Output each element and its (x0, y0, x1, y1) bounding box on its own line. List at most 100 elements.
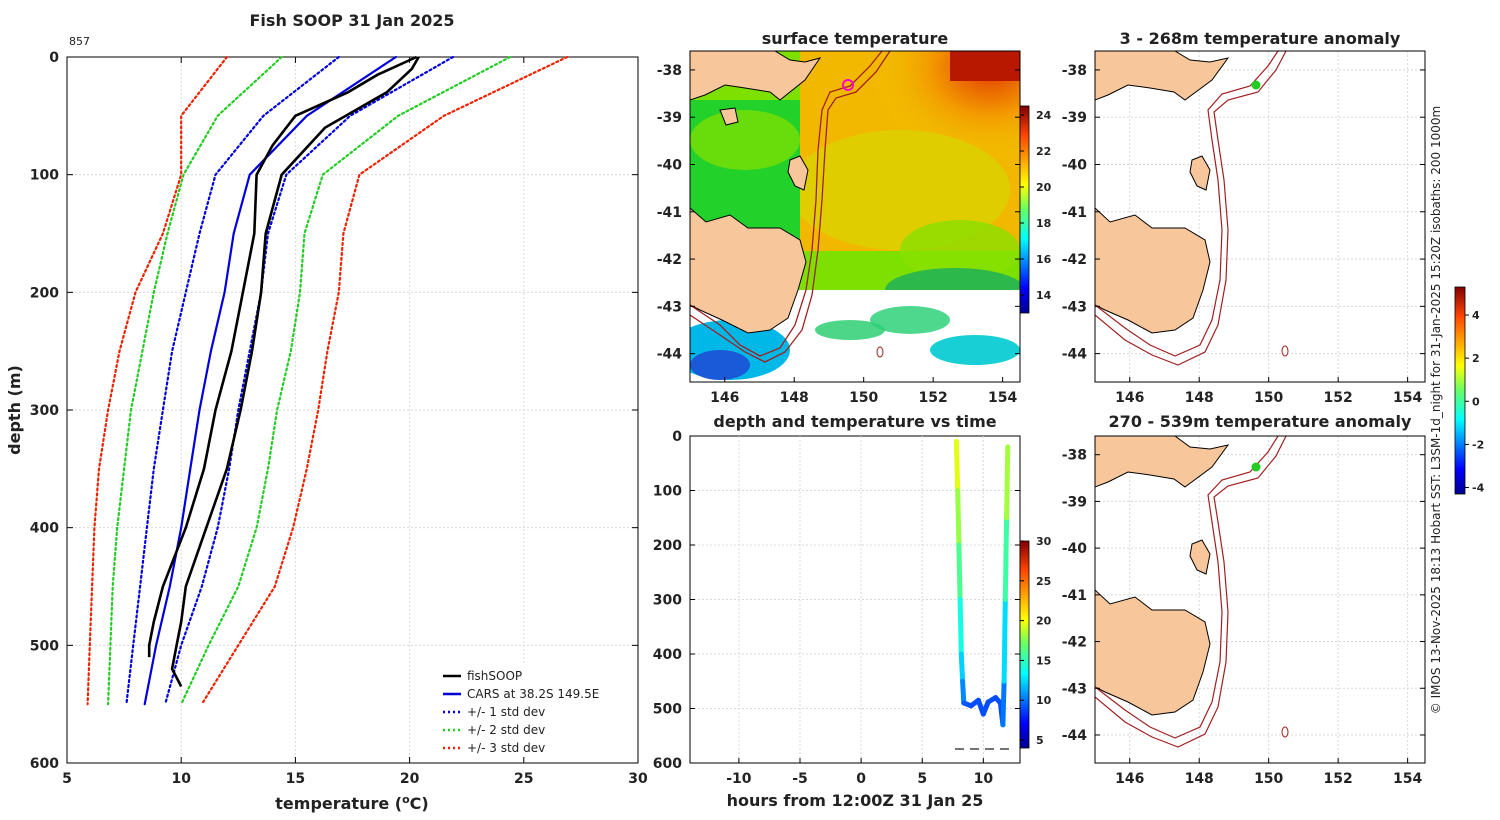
time-x-tick: -5 (792, 771, 808, 787)
time-trace (953, 438, 1011, 728)
time-y-tick: 100 (653, 484, 682, 500)
trace-segment (1001, 597, 1008, 684)
std-bound-upper (164, 55, 455, 706)
anomaly-colorbar-tick: 0 (1472, 395, 1480, 408)
p4-x-tick: 154 (1393, 390, 1422, 406)
trace-segment (955, 488, 962, 548)
p2-x-tick: 152 (919, 390, 948, 406)
anomaly-upper-title: 3 - 268m temperature anomaly (1120, 29, 1401, 48)
anomaly-colorbar-tick: 4 (1472, 309, 1480, 322)
anomaly-upper-land (1095, 51, 1289, 366)
profile-y-label: depth (m) (5, 365, 24, 455)
depth-time-chart: -10 -5 0 5 10 0 100 200 300 400 500 600 depth and … (653, 412, 1052, 810)
time-x-ticks: -10 -5 0 5 10 (726, 758, 993, 787)
anomaly-colorbar (1454, 286, 1466, 495)
legend-label: +/- 2 std dev (467, 723, 545, 737)
time-x-label: hours from 12:00Z 31 Jan 25 (727, 791, 984, 810)
time-y-ticks: 0 100 200 300 400 500 600 (653, 429, 1020, 772)
trace-segment (953, 438, 961, 493)
std-bound-lower (106, 55, 283, 706)
time-y-tick: 400 (653, 647, 682, 663)
anomaly-colorbar-tick: 2 (1472, 352, 1480, 365)
profile-x-tick: 25 (514, 771, 533, 787)
time-title: depth and temperature vs time (713, 412, 996, 431)
sst-image (690, 51, 1020, 382)
profile-y-tick: 200 (30, 285, 59, 301)
profile-chart: 5 10 15 20 25 30 0 100 200 300 400 500 600 Fish SOO… (5, 11, 648, 813)
anomaly-lower-marker (1251, 462, 1261, 472)
p4-x-tick: 150 (1254, 390, 1283, 406)
sst-colorbar-tick: 18 (1036, 217, 1051, 230)
anomaly-lower-y-ticks: -38 -39 -40 -41 -42 -43 -44 (1062, 448, 1425, 744)
cars-line (143, 55, 397, 706)
sst-colorbar-tick: 16 (1036, 253, 1052, 266)
p5-x-tick: 152 (1324, 771, 1353, 787)
time-colorbar-tick: 10 (1036, 694, 1052, 707)
profile-grid (67, 57, 638, 763)
time-colorbar-tick: 15 (1036, 654, 1051, 667)
sst-colorbar-tick: 24 (1036, 109, 1052, 122)
time-x-tick: 0 (856, 771, 866, 787)
anomaly-lower-land (1095, 436, 1289, 748)
anomaly-upper-marker (1251, 80, 1261, 90)
time-colorbar-ticks: 5 10 15 20 25 30 (1020, 535, 1052, 747)
p2-x-tick: 146 (710, 390, 739, 406)
profile-y-ticks: 0 100 200 300 400 500 600 (30, 50, 638, 772)
fishsoop-upcast (170, 56, 420, 688)
fishsoop-downcast (147, 55, 418, 658)
p4-y-tick: -42 (1062, 252, 1087, 268)
profile-y-tick: 600 (30, 756, 59, 772)
p5-x-tick: 154 (1393, 771, 1422, 787)
p5-y-tick: -43 (1062, 681, 1087, 697)
p5-y-tick: -40 (1062, 541, 1088, 557)
legend-label: fishSOOP (467, 669, 522, 683)
sst-colorbar-ticks: 14 16 18 20 22 24 (1020, 109, 1052, 302)
time-y-tick: 200 (653, 538, 682, 554)
legend-label: +/- 3 std dev (467, 741, 545, 755)
std-bound-lower (86, 55, 228, 706)
trace-segment (1004, 444, 1011, 521)
p5-y-tick: -41 (1062, 588, 1087, 604)
p2-y-tick: -38 (657, 63, 682, 79)
std-bound-upper (200, 55, 569, 706)
p4-y-tick: -41 (1062, 205, 1087, 221)
profile-x-tick: 20 (400, 771, 420, 787)
anomaly-colorbar-ticks: 4 2 0 -2 -4 (1465, 309, 1485, 495)
legend-label: +/- 1 std dev (467, 705, 545, 719)
time-colorbar-tick: 25 (1036, 575, 1051, 588)
p4-x-tick: 148 (1185, 390, 1214, 406)
sst-colorbar (1019, 105, 1030, 314)
profile-y-tick: 400 (30, 521, 59, 537)
std-bound-lower (125, 55, 340, 706)
time-y-tick: 600 (653, 756, 682, 772)
anomaly-lower-grid (1095, 436, 1425, 763)
profile-y-tick: 300 (30, 403, 59, 419)
time-x-tick: 10 (974, 771, 994, 787)
p5-x-tick: 148 (1185, 771, 1214, 787)
profile-title: Fish SOOP 31 Jan 2025 (250, 11, 455, 30)
time-x-tick: 5 (917, 771, 927, 787)
std-bound-upper (180, 55, 512, 706)
p2-y-tick: -44 (657, 347, 683, 363)
p2-y-tick: -43 (657, 299, 682, 315)
trace-segment (1000, 678, 1007, 728)
p5-y-tick: -38 (1062, 448, 1087, 464)
profile-x-tick: 15 (286, 771, 305, 787)
profile-y-tick: 500 (30, 638, 59, 654)
p5-y-tick: -42 (1062, 635, 1087, 651)
p4-y-tick: -40 (1062, 157, 1088, 173)
p4-y-tick: -44 (1062, 347, 1088, 363)
p5-y-tick: -44 (1062, 728, 1088, 744)
trace-segment (958, 651, 966, 684)
profile-y-tick: 100 (30, 168, 59, 184)
time-colorbar-tick: 5 (1036, 734, 1044, 747)
time-colorbar (1019, 540, 1030, 749)
profile-x-ticks: 5 10 15 20 25 30 (62, 57, 648, 787)
p5-x-tick: 150 (1254, 771, 1283, 787)
p4-y-tick: -43 (1062, 299, 1087, 315)
trace-segment (956, 542, 963, 602)
time-x-tick: -10 (726, 771, 752, 787)
p4-x-tick: 146 (1115, 390, 1144, 406)
profile-x-tick: 30 (628, 771, 648, 787)
